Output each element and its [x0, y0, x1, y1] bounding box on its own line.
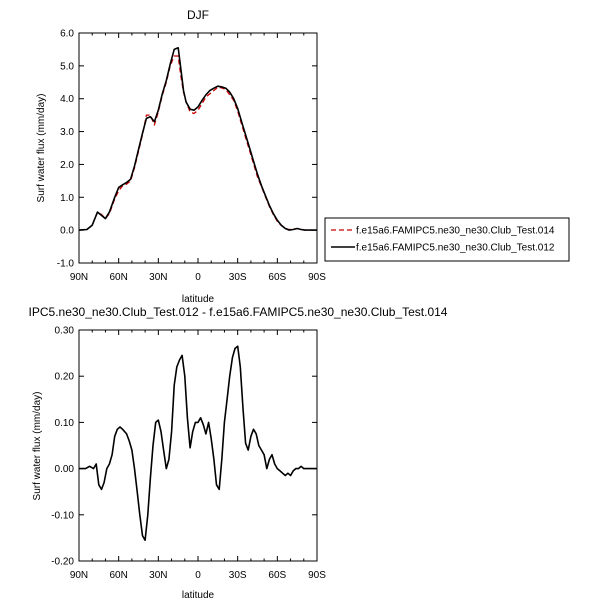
panel-top-y-axis-label: Surf water flux (mm/day) [36, 94, 47, 203]
x-tick-label: 60N [109, 272, 127, 283]
series-line-difference [79, 345, 317, 541]
panel-top: DJF -1.0 0.0 1.0 2.0 3.0 4.0 5.0 6.0 90N 60N 30N 0… [36, 8, 326, 305]
x-tick-label: 90S [308, 570, 326, 581]
series-line-test-014 [78, 55, 317, 231]
y-tick-label: -1.0 [57, 259, 75, 270]
y-tick-label: 0.20 [55, 372, 75, 383]
x-tick-label: 90N [70, 570, 88, 581]
x-tick-label: 90N [70, 272, 88, 283]
legend-label-test-014: f.e15a6.FAMIPC5.ne30_ne30.Club_Test.014 [356, 226, 555, 237]
y-tick-label: 4.0 [60, 94, 74, 105]
legend: f.e15a6.FAMIPC5.ne30_ne30.Club_Test.014 … [324, 217, 570, 262]
legend-label-test-012: f.e15a6.FAMIPC5.ne30_ne30.Club_Test.012 [356, 243, 555, 254]
panel-bottom: IPC5.ne30_ne30.Club_Test.012 - f.e15a6.F… [29, 305, 448, 601]
x-tick-label: 30S [229, 272, 247, 283]
panel-bottom-series [79, 345, 317, 541]
panel-top-y-ticks: -1.0 0.0 1.0 2.0 3.0 4.0 5.0 6.0 [57, 29, 317, 270]
y-tick-label: 0.10 [55, 418, 75, 429]
x-tick-label: 0 [195, 570, 201, 581]
panel-top-frame [78, 32, 318, 264]
y-tick-label: 0.0 [60, 226, 74, 237]
y-tick-label: 3.0 [60, 127, 74, 138]
legend-box [324, 217, 570, 262]
panel-bottom-frame [78, 329, 318, 562]
x-tick-label: 90S [308, 272, 326, 283]
panel-top-x-axis-label: latitude [182, 294, 215, 305]
y-tick-label: 1.0 [60, 193, 74, 204]
y-tick-label: 2.0 [60, 160, 74, 171]
x-tick-label: 60S [268, 272, 286, 283]
y-tick-label: 0.00 [55, 464, 75, 475]
panel-bottom-y-ticks: -0.20 -0.10 0.00 0.10 0.20 0.30 [51, 326, 317, 568]
x-tick-label: 30S [229, 570, 247, 581]
y-tick-label: 5.0 [60, 61, 74, 72]
x-tick-label: 60S [268, 570, 286, 581]
y-tick-label: 6.0 [60, 29, 74, 40]
panel-top-series [78, 47, 317, 231]
panel-bottom-x-ticks: 90N 60N 30N 0 30S 60S 90S [70, 330, 326, 581]
panel-bottom-y-axis-label: Surf water flux (mm/day) [32, 392, 43, 501]
x-tick-label: 30N [149, 272, 167, 283]
panel-top-x-ticks: 90N 60N 30N 0 30S 60S 90S [70, 33, 326, 283]
x-tick-label: 60N [109, 570, 127, 581]
x-tick-label: 0 [195, 272, 201, 283]
y-tick-label: -0.20 [51, 557, 74, 568]
y-tick-label: 0.30 [55, 326, 75, 337]
y-tick-label: -0.10 [51, 510, 74, 521]
series-line-test-012 [78, 47, 317, 231]
panel-bottom-x-axis-label: latitude [182, 590, 215, 601]
panel-top-title: DJF [187, 8, 209, 22]
panel-bottom-title: IPC5.ne30_ne30.Club_Test.012 - f.e15a6.F… [29, 305, 448, 319]
x-tick-label: 30N [149, 570, 167, 581]
